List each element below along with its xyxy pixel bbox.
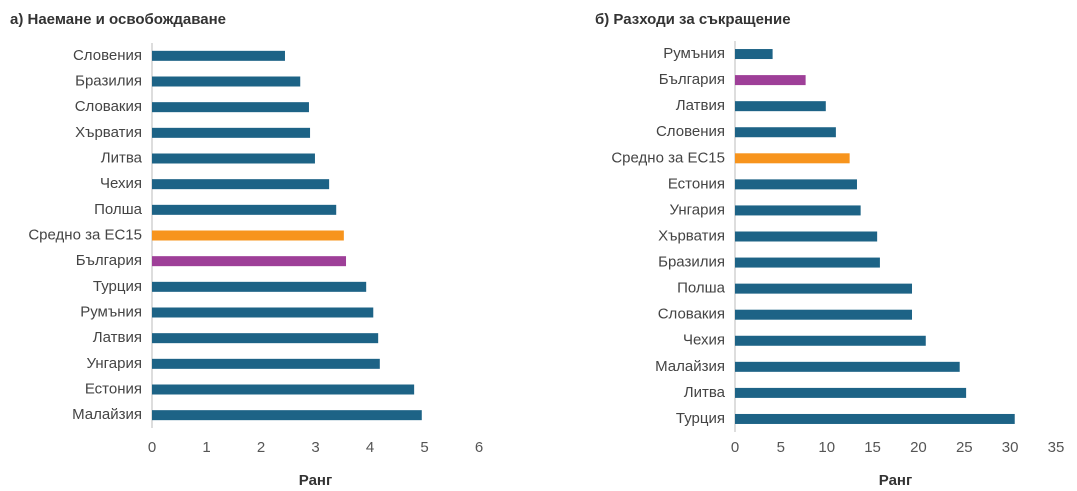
bar	[735, 283, 913, 294]
bar	[152, 76, 301, 87]
category-label: Хърватия	[75, 124, 142, 141]
x-axis-label: Ранг	[879, 472, 912, 489]
category-label: Унгария	[670, 201, 725, 218]
category-label: Турция	[93, 278, 142, 295]
x-tick-label: 3	[311, 439, 319, 456]
x-axis-label: Ранг	[299, 472, 332, 489]
x-tick-label: 25	[956, 439, 973, 456]
bar	[152, 410, 422, 421]
bar	[735, 309, 913, 320]
bar	[735, 49, 773, 60]
bar	[735, 257, 880, 268]
bar	[152, 384, 415, 395]
x-tick-label: 2	[257, 439, 265, 456]
x-tick-label: 0	[731, 439, 739, 456]
bar	[152, 179, 330, 190]
x-tick-label: 35	[1048, 439, 1065, 456]
category-label: България	[76, 252, 142, 269]
category-label: Литва	[101, 149, 143, 166]
chart-title: а) Наемане и освобождаване	[10, 11, 226, 28]
category-label: Полша	[94, 201, 143, 218]
bar	[735, 387, 967, 398]
category-label: Малайзия	[655, 358, 725, 375]
bar	[152, 358, 380, 369]
x-tick-label: 10	[818, 439, 835, 456]
bar	[735, 101, 826, 112]
category-label: Хърватия	[658, 227, 725, 244]
chart-title: б) Разходи за съкращение	[595, 11, 791, 28]
category-label: Унгария	[87, 355, 142, 372]
bar	[735, 127, 836, 138]
bar	[735, 179, 857, 190]
category-label: Латвия	[676, 97, 725, 114]
category-label: Чехия	[100, 175, 142, 192]
category-label: Чехия	[683, 332, 725, 349]
category-label: Румъния	[663, 45, 725, 62]
bar	[152, 230, 344, 241]
bar	[152, 153, 315, 164]
bar	[152, 50, 285, 61]
x-tick-label: 20	[910, 439, 927, 456]
bar	[735, 361, 960, 372]
category-label: Турция	[676, 410, 725, 427]
x-tick-label: 30	[1002, 439, 1019, 456]
bar	[152, 281, 367, 292]
x-tick-label: 5	[777, 439, 785, 456]
bar	[735, 75, 806, 86]
bar	[152, 256, 347, 267]
category-label: Словакия	[75, 98, 142, 115]
bar	[152, 102, 309, 113]
x-tick-label: 6	[475, 439, 483, 456]
category-label: Литва	[684, 384, 726, 401]
bar	[152, 307, 374, 318]
category-label: Средно за ЕС15	[28, 226, 142, 243]
category-label: Бразилия	[658, 254, 725, 271]
x-tick-label: 5	[420, 439, 428, 456]
category-label: Полша	[677, 280, 726, 297]
category-label: Малайзия	[72, 406, 142, 423]
x-tick-label: 1	[202, 439, 210, 456]
bar	[735, 205, 861, 216]
category-label: Румъния	[80, 303, 142, 320]
bar	[735, 231, 878, 242]
category-label: Средно за ЕС15	[611, 149, 725, 166]
category-label: Словакия	[658, 306, 725, 323]
category-label: Словения	[656, 123, 725, 140]
category-label: Естония	[85, 380, 142, 397]
bar	[152, 204, 337, 215]
bar	[152, 127, 311, 138]
category-label: България	[659, 71, 725, 88]
bar	[735, 335, 926, 346]
category-label: Естония	[668, 175, 725, 192]
category-label: Латвия	[93, 329, 142, 346]
x-tick-label: 0	[148, 439, 156, 456]
x-tick-label: 4	[366, 439, 374, 456]
x-tick-label: 15	[864, 439, 881, 456]
category-label: Бразилия	[75, 72, 142, 89]
category-label: Словения	[73, 47, 142, 64]
bar	[152, 333, 379, 344]
bar	[735, 413, 1015, 424]
bar	[735, 153, 850, 164]
